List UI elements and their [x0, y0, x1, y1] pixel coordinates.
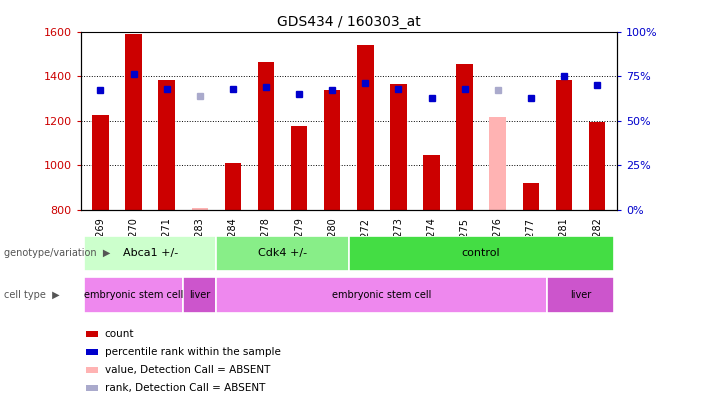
Bar: [84, 236, 217, 271]
Bar: [86, 385, 97, 392]
Bar: [589, 122, 605, 210]
Bar: [86, 367, 97, 373]
Text: count: count: [104, 329, 135, 339]
Text: cell type  ▶: cell type ▶: [4, 290, 59, 300]
Bar: [522, 183, 539, 210]
Text: percentile rank within the sample: percentile rank within the sample: [104, 347, 280, 357]
Bar: [224, 163, 241, 210]
Title: GDS434 / 160303_at: GDS434 / 160303_at: [277, 15, 421, 29]
Bar: [86, 349, 97, 355]
Bar: [291, 126, 307, 210]
Bar: [324, 89, 341, 210]
Bar: [489, 118, 506, 210]
Bar: [258, 62, 274, 210]
Bar: [86, 331, 97, 337]
Bar: [456, 64, 473, 210]
Text: rank, Detection Call = ABSENT: rank, Detection Call = ABSENT: [104, 383, 265, 394]
Text: embryonic stem cell: embryonic stem cell: [84, 290, 183, 300]
Bar: [349, 236, 613, 271]
Bar: [183, 277, 217, 313]
Text: genotype/variation  ▶: genotype/variation ▶: [4, 248, 110, 259]
Bar: [556, 80, 572, 210]
Text: liver: liver: [189, 290, 210, 300]
Bar: [547, 277, 613, 313]
Bar: [158, 80, 175, 210]
Bar: [390, 84, 407, 210]
Bar: [357, 45, 374, 210]
Text: Cdk4 +/-: Cdk4 +/-: [258, 248, 307, 259]
Bar: [93, 115, 109, 210]
Text: value, Detection Call = ABSENT: value, Detection Call = ABSENT: [104, 366, 270, 375]
Bar: [191, 208, 208, 210]
Bar: [217, 236, 349, 271]
Bar: [217, 277, 547, 313]
Bar: [84, 277, 183, 313]
Text: liver: liver: [570, 290, 591, 300]
Bar: [125, 34, 142, 210]
Text: control: control: [462, 248, 501, 259]
Text: embryonic stem cell: embryonic stem cell: [332, 290, 432, 300]
Bar: [423, 155, 440, 210]
Text: Abca1 +/-: Abca1 +/-: [123, 248, 178, 259]
